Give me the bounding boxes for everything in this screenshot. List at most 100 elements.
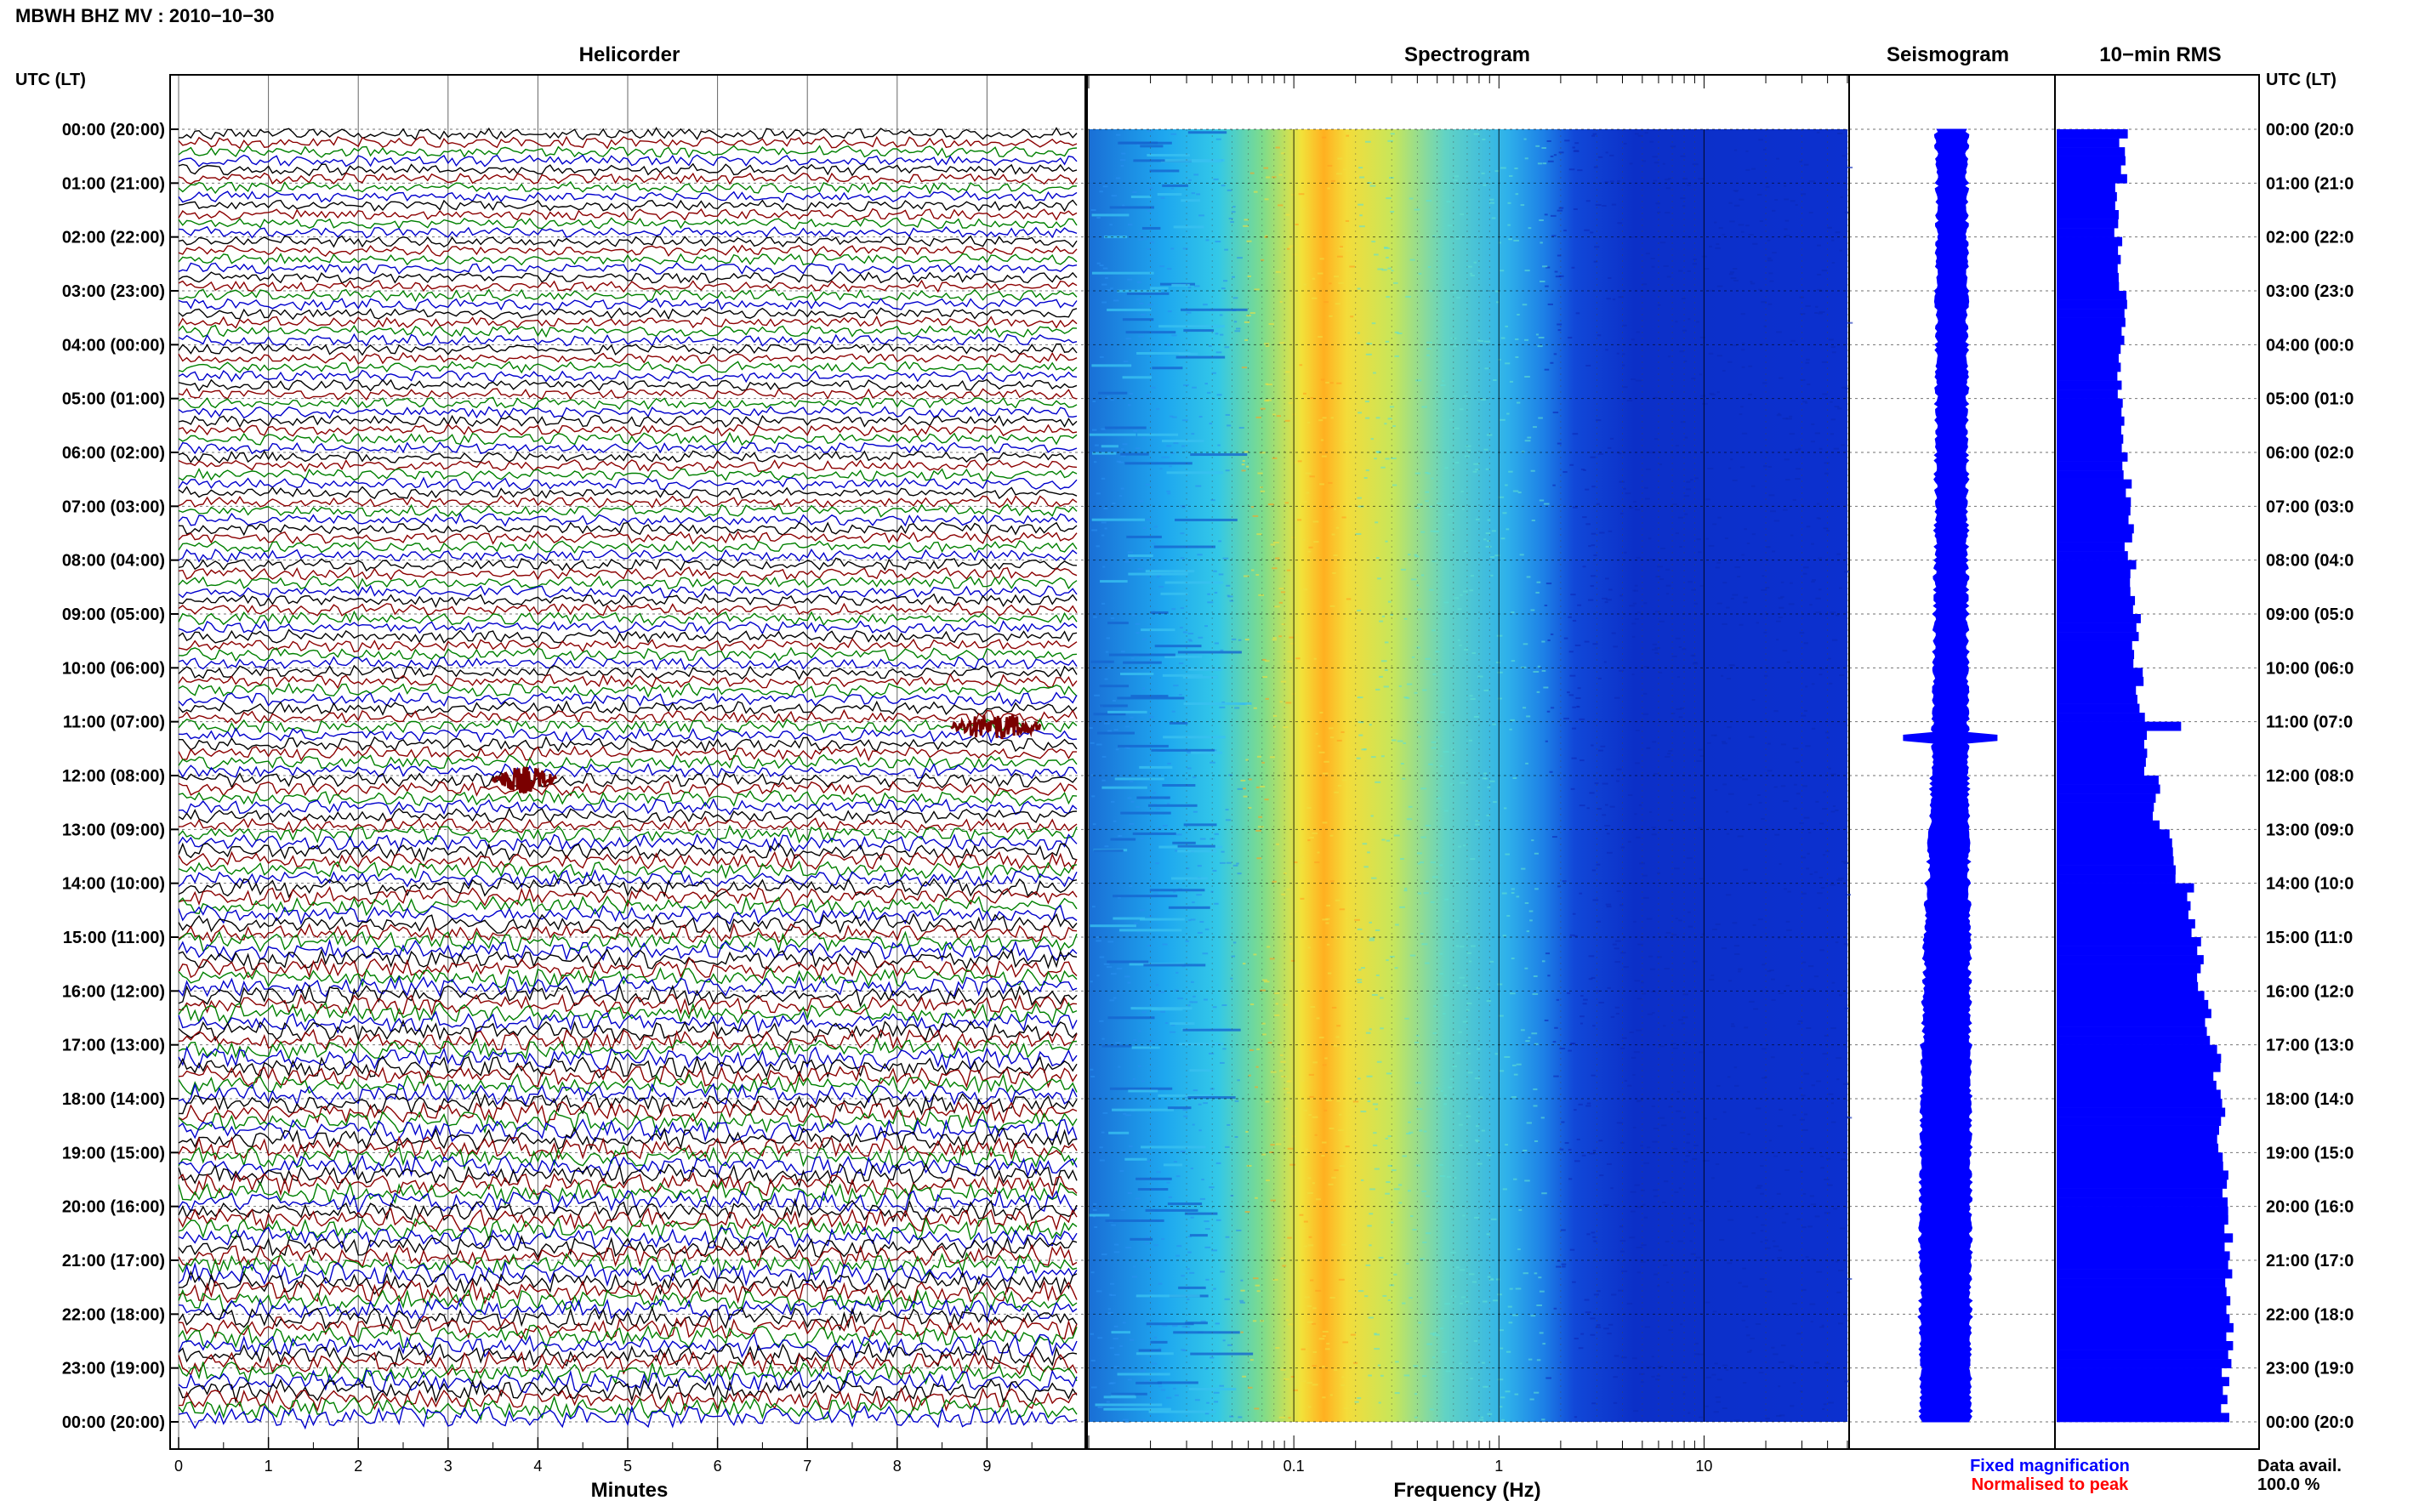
spectrogram-pixel	[1618, 452, 1622, 455]
spectrogram-pixel	[1394, 1392, 1400, 1395]
spectrogram-pixel	[1450, 529, 1454, 531]
spectrogram-pixel	[1256, 786, 1260, 788]
spectrogram-pixel	[1403, 742, 1407, 745]
spectrogram-pixel	[1344, 441, 1349, 443]
spectrogram-streak	[1098, 391, 1128, 395]
spectrogram-pixel	[1111, 800, 1115, 803]
spectrogram-pixel	[1562, 471, 1568, 474]
spectrogram-pixel	[1702, 402, 1708, 405]
spectrogram-pixel	[1634, 813, 1637, 816]
spectrogram-pixel	[1120, 1208, 1126, 1211]
helicorder-trace	[178, 1117, 1078, 1143]
spectrogram-pixel	[1509, 728, 1512, 730]
spectrogram-pixel	[1527, 436, 1532, 439]
minute-tick-label: 2	[354, 1458, 362, 1475]
spectrogram-pixel	[1188, 179, 1192, 181]
spectrogram-pixel	[1363, 477, 1368, 480]
spectrogram-pixel	[1192, 1123, 1195, 1126]
spectrogram-pixel	[1357, 497, 1362, 499]
spectrogram-streak	[1128, 554, 1153, 557]
spectrogram-pixel	[1351, 1367, 1356, 1369]
spectrogram-pixel	[1430, 861, 1436, 864]
spectrogram-pixel	[1459, 408, 1464, 411]
spectrogram-pixel	[1716, 561, 1721, 564]
spectrogram-pixel	[1680, 421, 1686, 423]
spectrogram-pixel	[1577, 687, 1581, 690]
spectrogram-pixel	[1364, 1295, 1369, 1298]
spectrogram-pixel	[1771, 978, 1775, 981]
spectrogram-pixel	[1530, 1315, 1536, 1317]
spectrogram-pixel	[1609, 437, 1614, 440]
spectrogram-pixel	[1325, 381, 1329, 384]
helicorder-trace	[178, 726, 1078, 744]
spectrogram-pixel	[1151, 543, 1156, 545]
spectrogram-pixel	[1120, 164, 1124, 167]
spectrogram-streak	[1136, 352, 1191, 355]
spectrogram-pixel	[1830, 773, 1836, 776]
spectrogram-pixel	[1323, 1109, 1328, 1111]
spectrogram-pixel	[1389, 406, 1395, 408]
spectrogram-pixel	[1828, 657, 1831, 660]
spectrogram-pixel	[1242, 963, 1246, 965]
spectrogram-pixel	[1357, 696, 1363, 699]
spectrogram-pixel	[1835, 809, 1839, 811]
spectrogram-pixel	[1726, 678, 1732, 680]
rms-bar	[2057, 1242, 2225, 1252]
spectrogram-pixel	[1368, 1316, 1374, 1319]
spectrogram-pixel	[1788, 603, 1795, 605]
spectrogram-pixel	[1760, 1164, 1764, 1167]
spectrogram-pixel	[1745, 225, 1750, 227]
spectrogram-pixel	[1590, 1333, 1596, 1336]
spectrogram-pixel	[1459, 644, 1462, 646]
spectrogram-pixel	[1351, 799, 1357, 801]
spectrogram-pixel	[1636, 331, 1640, 333]
spectrogram-pixel	[1475, 469, 1479, 471]
spectrogram-pixel	[1352, 1100, 1359, 1103]
spectrogram-pixel	[1365, 417, 1370, 419]
spectrogram-pixel	[1330, 179, 1335, 182]
spectrogram-pixel	[1122, 1322, 1126, 1324]
spectrogram-pixel	[1722, 742, 1727, 745]
spectrogram-pixel	[1516, 401, 1521, 404]
spectrogram-pixel	[1545, 266, 1551, 269]
spectrogram-pixel	[1607, 986, 1611, 989]
spectrogram-pixel	[1699, 584, 1704, 587]
helicorder-trace	[178, 180, 1078, 195]
spectrogram-pixel	[1429, 588, 1434, 591]
spectrogram-pixel	[1371, 322, 1376, 325]
rms-bar	[2057, 183, 2115, 193]
spectrogram-pixel	[1732, 594, 1739, 596]
spectrogram-pixel	[1760, 1192, 1764, 1195]
spectrogram-pixel	[1330, 417, 1334, 419]
spectrogram-pixel	[1413, 1365, 1419, 1367]
rms-bar	[2057, 1251, 2230, 1261]
spectrogram-pixel	[1495, 662, 1500, 664]
spectrogram-pixel	[1468, 739, 1473, 742]
helicorder-trace	[178, 307, 1078, 321]
rms-bar	[2057, 1054, 2222, 1064]
spectrogram-pixel	[1234, 330, 1241, 333]
rms-bar	[2057, 309, 2125, 318]
spectrogram-pixel	[1517, 314, 1520, 316]
spectrogram-pixel	[1647, 1013, 1653, 1015]
spectrogram-pixel	[1414, 1042, 1420, 1044]
spectrogram-pixel	[1713, 1411, 1719, 1413]
spectrogram-pixel	[1500, 1347, 1504, 1350]
spectrogram-pixel	[1778, 1249, 1783, 1252]
freq-tick-label: 0.1	[1283, 1458, 1305, 1475]
helicorder-trace	[178, 878, 1078, 899]
spectrogram-pixel	[1823, 791, 1826, 793]
spectrogram-pixel	[1645, 468, 1651, 470]
spectrogram-pixel	[1544, 604, 1548, 606]
spectrogram-pixel	[1146, 519, 1152, 521]
spectrogram-pixel	[1560, 1229, 1566, 1231]
spectrogram-pixel	[1631, 338, 1635, 341]
row-label-right: 10:00 (06:0	[2266, 659, 2354, 678]
spectrogram-pixel	[1384, 668, 1388, 671]
spectrogram-pixel	[1265, 383, 1268, 385]
spectrogram-pixel	[1588, 955, 1595, 958]
spectrogram-pixel	[1464, 455, 1470, 458]
spectrogram-pixel	[1113, 997, 1117, 999]
spectrogram-pixel	[1099, 956, 1105, 958]
